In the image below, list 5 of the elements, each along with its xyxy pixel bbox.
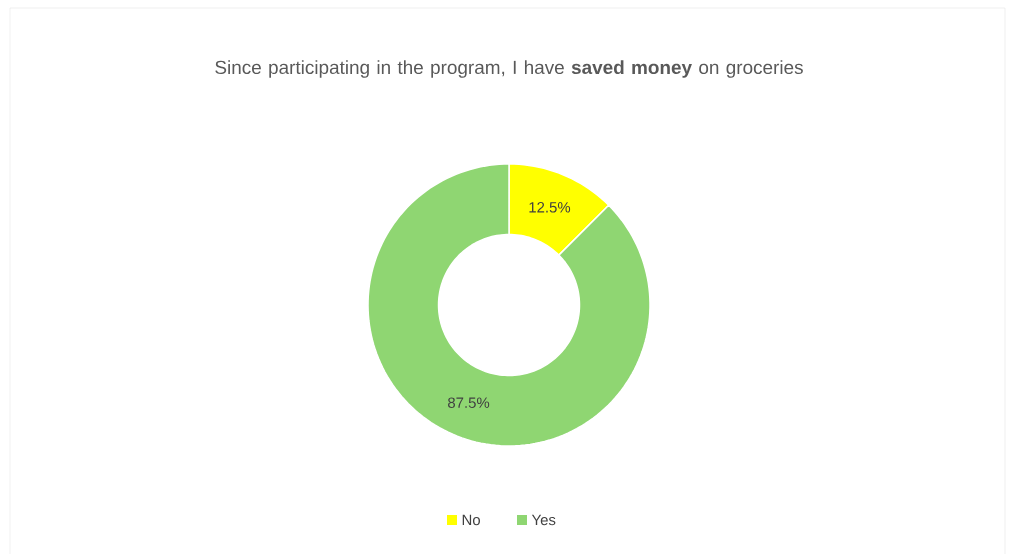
- legend-label: Yes: [531, 514, 556, 526]
- data-label: 87.5%: [448, 397, 490, 408]
- data-label: 12.5%: [529, 201, 571, 213]
- legend-label: No: [462, 514, 480, 526]
- chart-title: Since participating in the program, I have saved money on groceries: [215, 60, 803, 78]
